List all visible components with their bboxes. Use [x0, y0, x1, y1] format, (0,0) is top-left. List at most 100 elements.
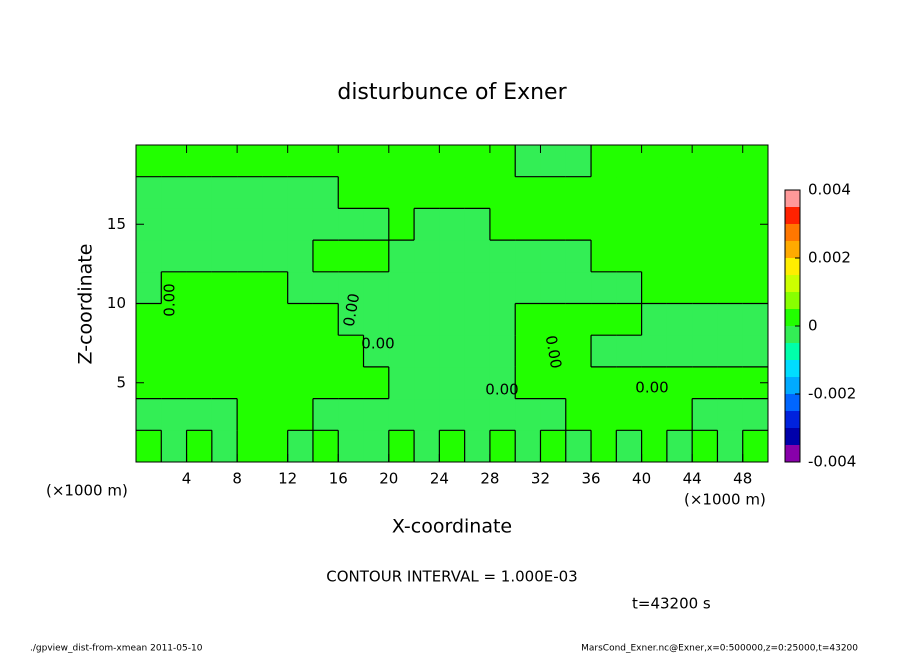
colorbar-tick-label: 0: [808, 317, 818, 335]
contour-cell: [515, 271, 541, 304]
contour-cell: [312, 430, 339, 463]
contour-cell: [388, 398, 415, 431]
contour-cell: [692, 145, 718, 178]
contour-cell: [262, 271, 289, 304]
contour-cell: [666, 366, 693, 400]
contour-cell: [136, 430, 162, 463]
contour-cell: [515, 145, 541, 178]
contour-cell: [692, 176, 718, 209]
contour-label: 0.00: [161, 283, 179, 316]
contour-cell: [565, 240, 592, 273]
contour-cell: [692, 271, 718, 304]
contour-cell: [338, 208, 365, 241]
contour-cell: [161, 208, 188, 241]
contour-cell: [439, 430, 466, 463]
contour-cell: [388, 430, 415, 463]
contour-cell: [186, 398, 213, 431]
contour-cell: [489, 335, 516, 368]
contour-cell: [489, 240, 516, 273]
contour-cell: [692, 240, 718, 273]
contour-cell: [666, 335, 693, 368]
contour-cell: [338, 335, 365, 368]
contour-cell: [616, 208, 643, 241]
contour-cell: [540, 366, 567, 400]
contour-cell: [692, 398, 718, 431]
colorbar-cell: [785, 224, 800, 241]
contour-cell: [515, 176, 541, 209]
colorbar-cell: [785, 428, 800, 445]
contour-cell: [262, 208, 289, 241]
contour-cell: [565, 366, 592, 400]
contour-cell: [186, 335, 213, 368]
contour-cell: [237, 176, 263, 209]
contour-cell: [489, 398, 516, 431]
contour-cell: [439, 240, 466, 273]
time-label: t=43200 s: [632, 595, 711, 613]
contour-cell: [414, 430, 440, 463]
contour-cell: [161, 398, 188, 431]
x-unit-label: (×1000 m): [46, 482, 128, 500]
colorbar-cell: [785, 190, 800, 207]
contour-label: 0.00: [542, 334, 566, 370]
contour-cell: [287, 303, 314, 336]
contour-cell: [211, 208, 238, 241]
contour-cell: [742, 145, 769, 178]
contour-cell: [540, 430, 567, 463]
contour-cell: [414, 398, 440, 431]
contour-cell: [692, 208, 718, 241]
contour-cell: [591, 145, 617, 178]
contour-cell: [717, 398, 744, 431]
contour-cell: [717, 208, 744, 241]
contour-cell: [565, 335, 592, 368]
contour-cell: [287, 335, 314, 368]
contour-cell: [565, 303, 592, 336]
contour-cell: [565, 208, 592, 241]
contour-cell: [489, 271, 516, 304]
x-tick-label: 8: [232, 470, 242, 488]
contour-cell: [565, 176, 592, 209]
contour-cell: [540, 335, 567, 368]
contour-cell: [565, 398, 592, 431]
contour-cell: [338, 240, 365, 273]
contour-label: 0.00: [361, 335, 394, 353]
contour-cell: [262, 398, 289, 431]
contour-cell: [641, 240, 668, 273]
contour-cell: [666, 176, 693, 209]
contour-cell: [363, 176, 390, 209]
contour-cell: [237, 430, 263, 463]
contour-cell: [388, 145, 415, 178]
contour-cell: [211, 398, 238, 431]
contour-cell: [692, 430, 718, 463]
contour-cell: [287, 240, 314, 273]
contour-cell: [540, 145, 567, 178]
contour-cell: [666, 271, 693, 304]
contour-cell: [211, 145, 238, 178]
colorbar-cell: [785, 241, 800, 258]
footer-right: MarsCond_Exner.nc@Exner,x=0:500000,z=0:2…: [581, 644, 858, 654]
contour-cell: [414, 335, 440, 368]
contour-cell: [515, 335, 541, 368]
contour-cell: [641, 430, 668, 463]
colorbar-cell: [785, 445, 800, 462]
contour-cell: [211, 271, 238, 304]
contour-cell: [338, 366, 365, 400]
contour-cell: [666, 303, 693, 336]
contour-cell: [363, 430, 390, 463]
y-tick-label: 10: [107, 294, 126, 312]
contour-cell: [641, 271, 668, 304]
contour-cell: [237, 335, 263, 368]
colorbar-cell: [785, 411, 800, 428]
contour-cell: [439, 145, 466, 178]
contour-cell: [211, 335, 238, 368]
contour-cell: [439, 303, 466, 336]
contour-cell: [338, 430, 365, 463]
contour-cell: [464, 240, 491, 273]
contour-cell: [363, 303, 390, 336]
contour-cell: [464, 335, 491, 368]
contour-cell: [312, 366, 339, 400]
colorbar-cell: [785, 309, 800, 326]
contour-cell: [262, 176, 289, 209]
contour-cell: [287, 398, 314, 431]
contour-cell: [136, 271, 162, 304]
